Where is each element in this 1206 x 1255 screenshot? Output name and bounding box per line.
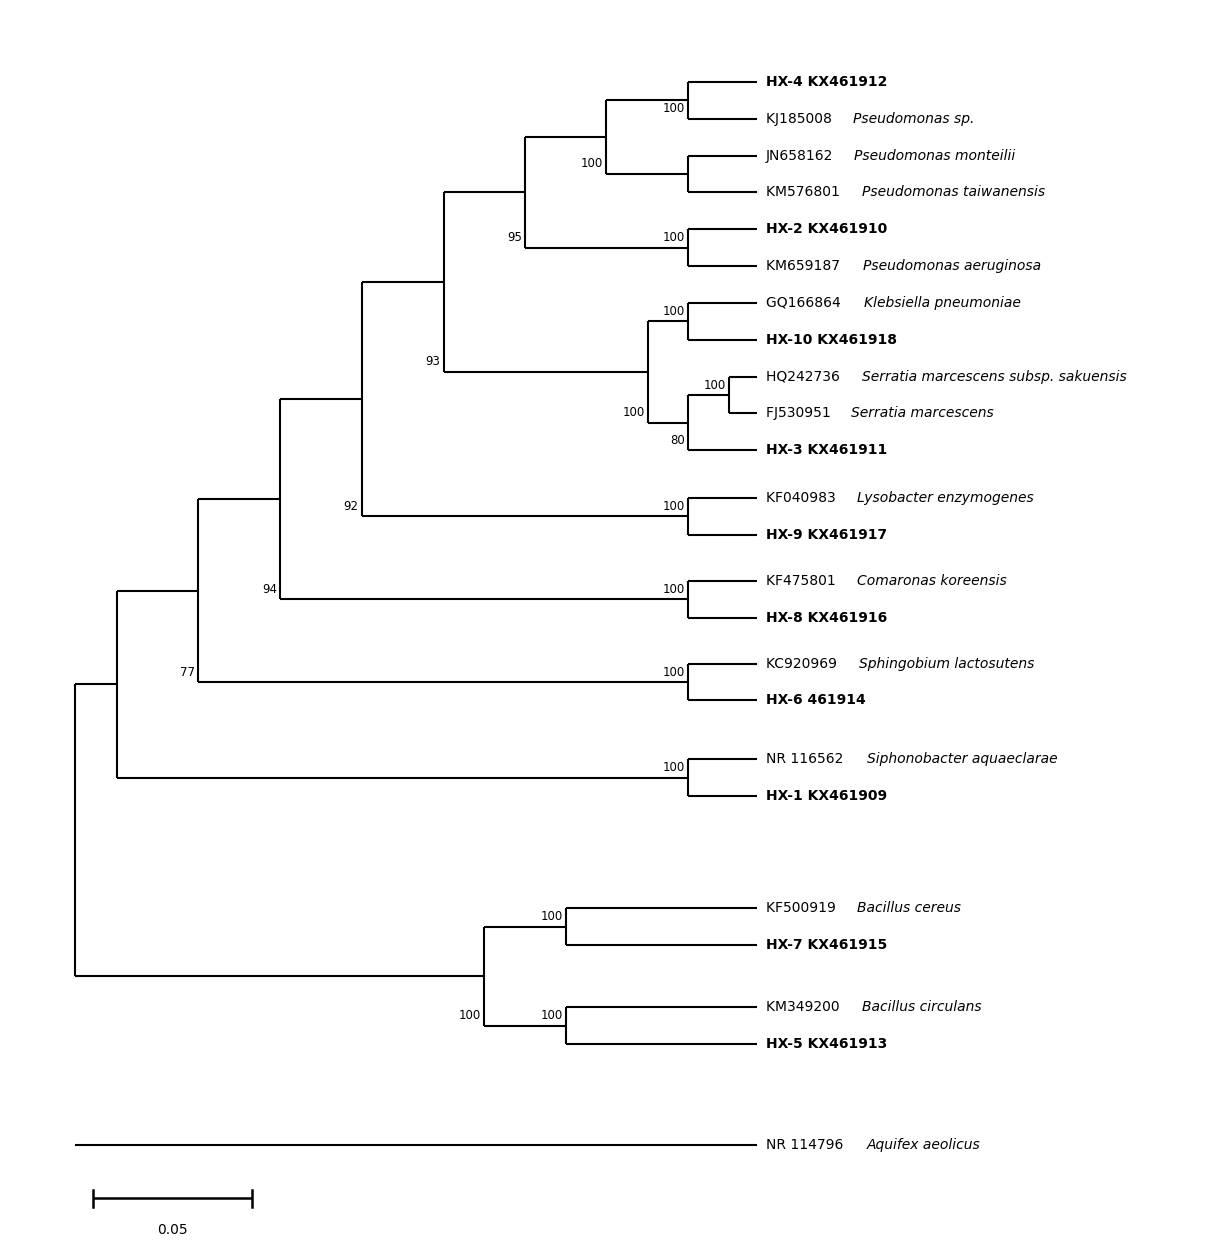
Text: HX-5 KX461913: HX-5 KX461913	[766, 1037, 886, 1052]
Text: Pseudomonas monteilii: Pseudomonas monteilii	[854, 148, 1015, 162]
Text: 100: 100	[662, 102, 685, 115]
Text: HX-9 KX461917: HX-9 KX461917	[766, 527, 886, 542]
Text: 100: 100	[662, 305, 685, 318]
Text: 100: 100	[458, 1009, 481, 1023]
Text: HX-2 KX461910: HX-2 KX461910	[766, 222, 886, 236]
Text: Comaronas koreensis: Comaronas koreensis	[857, 574, 1007, 587]
Text: Serratia marcescens: Serratia marcescens	[851, 407, 994, 420]
Text: 100: 100	[581, 157, 603, 171]
Text: Klebsiella pneumoniae: Klebsiella pneumoniae	[863, 296, 1020, 310]
Text: 92: 92	[344, 499, 358, 513]
Text: HX-3 KX461911: HX-3 KX461911	[766, 443, 886, 457]
Text: 100: 100	[540, 910, 563, 922]
Text: Serratia marcescens subsp. sakuensis: Serratia marcescens subsp. sakuensis	[862, 370, 1128, 384]
Text: 95: 95	[508, 231, 522, 243]
Text: JN658162: JN658162	[766, 148, 837, 162]
Text: Pseudomonas taiwanensis: Pseudomonas taiwanensis	[862, 186, 1046, 200]
Text: KF500919: KF500919	[766, 901, 839, 915]
Text: 100: 100	[662, 665, 685, 679]
Text: Aquifex aeolicus: Aquifex aeolicus	[867, 1138, 980, 1152]
Text: KF475801: KF475801	[766, 574, 839, 587]
Text: 0.05: 0.05	[158, 1222, 188, 1237]
Text: 93: 93	[426, 355, 440, 369]
Text: 100: 100	[662, 762, 685, 774]
Text: HX-7 KX461915: HX-7 KX461915	[766, 937, 886, 953]
Text: 100: 100	[540, 1009, 563, 1023]
Text: KF040983: KF040983	[766, 491, 839, 505]
Text: KM576801: KM576801	[766, 186, 844, 200]
Text: 77: 77	[180, 665, 195, 679]
Text: Bacillus circulans: Bacillus circulans	[862, 1000, 982, 1014]
Text: 100: 100	[662, 582, 685, 596]
Text: Pseudomonas sp.: Pseudomonas sp.	[853, 112, 974, 126]
Text: HX-10 KX461918: HX-10 KX461918	[766, 333, 896, 346]
Text: Sphingobium lactosutens: Sphingobium lactosutens	[859, 656, 1035, 670]
Text: Lysobacter enzymogenes: Lysobacter enzymogenes	[857, 491, 1034, 505]
Text: HX-8 KX461916: HX-8 KX461916	[766, 611, 886, 625]
Text: HQ242736: HQ242736	[766, 370, 844, 384]
Text: Siphonobacter aquaeclarae: Siphonobacter aquaeclarae	[867, 752, 1058, 767]
Text: 100: 100	[662, 499, 685, 513]
Text: KC920969: KC920969	[766, 656, 841, 670]
Text: Pseudomonas aeruginosa: Pseudomonas aeruginosa	[862, 259, 1041, 274]
Text: 94: 94	[262, 582, 277, 596]
Text: HX-6 461914: HX-6 461914	[766, 694, 865, 708]
Text: NR 114796: NR 114796	[766, 1138, 848, 1152]
Text: 100: 100	[662, 231, 685, 243]
Text: Bacillus cereus: Bacillus cereus	[857, 901, 961, 915]
Text: HX-4 KX461912: HX-4 KX461912	[766, 75, 886, 89]
Text: 80: 80	[671, 434, 685, 447]
Text: KM349200: KM349200	[766, 1000, 843, 1014]
Text: KM659187: KM659187	[766, 259, 844, 274]
Text: 100: 100	[622, 407, 644, 419]
Text: GQ166864: GQ166864	[766, 296, 844, 310]
Text: FJ530951: FJ530951	[766, 407, 835, 420]
Text: 100: 100	[704, 379, 726, 392]
Text: HX-1 KX461909: HX-1 KX461909	[766, 789, 886, 803]
Text: NR 116562: NR 116562	[766, 752, 848, 767]
Text: KJ185008: KJ185008	[766, 112, 836, 126]
